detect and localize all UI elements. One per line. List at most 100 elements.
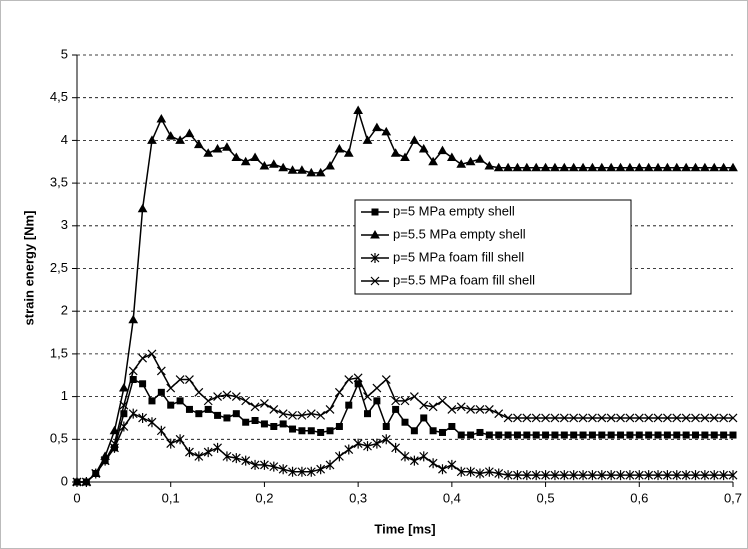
marker [419, 400, 429, 410]
marker [175, 434, 185, 445]
marker [728, 413, 738, 423]
marker [193, 139, 204, 149]
marker [259, 161, 270, 170]
marker [242, 418, 250, 426]
marker [438, 464, 447, 475]
marker [681, 470, 691, 481]
marker [700, 470, 710, 481]
legend-label: p=5.5 MPa empty shell [393, 226, 526, 241]
marker [372, 122, 382, 132]
marker [607, 431, 615, 439]
marker [138, 353, 148, 363]
marker [344, 375, 354, 384]
marker [418, 143, 429, 153]
marker [269, 461, 279, 472]
marker [475, 468, 485, 479]
marker [176, 397, 184, 405]
marker [654, 431, 662, 439]
marker [325, 404, 335, 414]
marker [709, 470, 719, 481]
marker [203, 148, 214, 157]
marker [288, 410, 297, 420]
marker [400, 152, 410, 161]
marker [653, 413, 663, 423]
marker [297, 410, 307, 420]
marker [606, 470, 616, 481]
legend-label: p=5 MPa empty shell [393, 203, 515, 218]
marker [720, 431, 728, 439]
marker [156, 114, 167, 123]
marker [494, 468, 504, 479]
marker [643, 162, 654, 172]
marker [269, 404, 279, 414]
y-tick-label: 4,5 [50, 89, 68, 104]
marker [578, 470, 588, 481]
marker [147, 135, 157, 144]
marker [166, 383, 176, 393]
marker [512, 162, 523, 172]
marker [466, 466, 476, 477]
y-tick-label: 1 [61, 388, 68, 403]
marker [353, 438, 363, 449]
x-tick-label: 0,7 [724, 490, 742, 505]
marker [72, 477, 82, 487]
marker [325, 459, 335, 470]
marker [287, 165, 298, 174]
marker [166, 438, 176, 449]
marker [495, 431, 503, 439]
marker [222, 390, 232, 400]
marker [288, 466, 297, 477]
marker [682, 431, 690, 439]
marker [559, 470, 569, 481]
marker [437, 145, 448, 155]
marker [467, 431, 475, 439]
marker [710, 431, 718, 439]
marker [447, 404, 457, 414]
marker [428, 156, 438, 166]
y-tick-label: 3,5 [50, 175, 68, 190]
marker [484, 404, 494, 414]
marker [662, 162, 673, 172]
marker [662, 470, 672, 481]
marker [373, 397, 381, 405]
marker [616, 413, 625, 423]
marker [250, 459, 260, 470]
x-tick-label: 0,2 [255, 490, 273, 505]
marker [709, 162, 720, 172]
marker [578, 413, 588, 423]
marker [316, 464, 326, 475]
marker [260, 420, 268, 428]
marker [371, 208, 379, 216]
marker [653, 162, 663, 172]
marker [185, 447, 194, 458]
y-tick-label: 0 [61, 473, 68, 488]
marker [662, 413, 672, 423]
marker [326, 427, 334, 435]
marker [550, 413, 560, 423]
marker [345, 401, 353, 409]
marker [625, 162, 635, 172]
marker [362, 135, 373, 144]
marker [719, 470, 729, 481]
marker [531, 413, 541, 423]
marker [522, 413, 532, 423]
marker [634, 162, 645, 172]
marker [353, 105, 364, 115]
marker [663, 431, 671, 439]
marker [541, 413, 550, 423]
marker [542, 431, 550, 439]
marker [521, 162, 532, 172]
marker [429, 427, 437, 435]
marker [493, 162, 504, 172]
y-tick-label: 2,5 [50, 260, 68, 275]
marker [278, 162, 289, 172]
marker [645, 431, 653, 439]
marker [364, 410, 372, 418]
marker [438, 396, 447, 406]
marker [381, 434, 391, 445]
marker [165, 131, 176, 140]
marker [597, 413, 607, 423]
marker [692, 431, 700, 439]
marker [270, 422, 278, 430]
